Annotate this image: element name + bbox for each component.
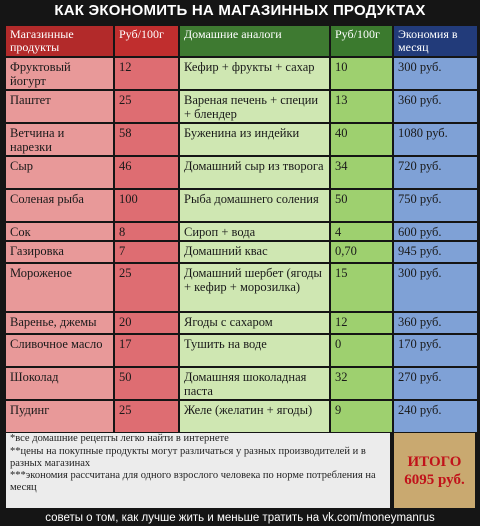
store-product-cell: Шоколад [6,368,113,399]
footnote-1: *все домашние рецепты легко найти в инте… [10,433,229,444]
savings-table: Магазинные продукты Руб/100г Домашние ан… [4,24,479,434]
store-price-cell: 8 [115,223,178,240]
home-analog-cell: Рыба домашнего соления [180,190,329,221]
page-title: КАК ЭКОНОМИТЬ НА МАГАЗИННЫХ ПРОДУКТАХ [54,2,426,19]
store-product-cell: Газировка [6,242,113,262]
home-price-cell: 10 [331,58,392,89]
store-price-cell: 50 [115,368,178,399]
home-analog-cell: Домашняя шоколадная паста [180,368,329,399]
total-box: ИТОГО 6095 руб. [394,433,475,508]
home-analog-cell: Домашний шербет (ягоды + кефир + морозил… [180,264,329,311]
table-row: Мороженое 25 Домашний шербет (ягоды + кефи… [6,264,477,311]
monthly-savings-cell: 300 руб. [394,58,477,89]
table-row: Сыр 46 Домашний сыр из творога 34 720 руб. [6,157,477,188]
home-analog-cell: Ягоды с сахаром [180,313,329,333]
table-row: Варенье, джемы 20 Ягоды с сахаром 12 360 руб… [6,313,477,333]
table-row: Сок 8 Сироп + вода 4 600 руб. [6,223,477,240]
monthly-savings-cell: 720 руб. [394,157,477,188]
home-price-cell: 34 [331,157,392,188]
store-price-cell: 46 [115,157,178,188]
footnote-3: ***экономия рассчитана для одного взросл… [10,470,376,494]
table-row: Паштет 25 Вареная печень + специи + бленде… [6,91,477,122]
table-row: Фруктовый йогурт 12 Кефир + фрукты + сахар… [6,58,477,89]
home-analog-cell: Домашний сыр из творога [180,157,329,188]
store-product-cell: Сок [6,223,113,240]
table-row: Газировка 7 Домашний квас 0,70 945 руб. [6,242,477,262]
store-price-cell: 25 [115,91,178,122]
monthly-savings-cell: 270 руб. [394,368,477,399]
home-analog-cell: Сироп + вода [180,223,329,240]
footnotes: *все домашние рецепты легко найти в инте… [6,433,390,508]
total-value: 6095 руб. [404,471,465,488]
store-price-cell: 58 [115,124,178,155]
table-row: Шоколад 50 Домашняя шоколадная паста 32 270 … [6,368,477,399]
home-analog-cell: Желе (желатин + ягоды) [180,401,329,432]
home-price-cell: 40 [331,124,392,155]
monthly-savings-cell: 1080 руб. [394,124,477,155]
store-price-cell: 25 [115,401,178,432]
store-price-cell: 7 [115,242,178,262]
home-analog-cell: Домашний квас [180,242,329,262]
store-price-cell: 25 [115,264,178,311]
total-label: ИТОГО [407,453,462,470]
store-price-cell: 20 [115,313,178,333]
home-analog-cell: Буженина из индейки [180,124,329,155]
home-price-cell: 0,70 [331,242,392,262]
table-row: Соленая рыба 100 Рыба домашнего соления 50 7… [6,190,477,221]
monthly-savings-cell: 300 руб. [394,264,477,311]
home-price-cell: 9 [331,401,392,432]
monthly-savings-cell: 750 руб. [394,190,477,221]
table-header-row: Магазинные продукты Руб/100г Домашние ан… [6,26,477,56]
store-product-cell: Фруктовый йогурт [6,58,113,89]
header-store-products: Магазинные продукты [6,26,113,56]
store-product-cell: Ветчина и нарезки [6,124,113,155]
footnote-2: **цены на покупные продукты могут различ… [10,445,366,469]
store-price-cell: 100 [115,190,178,221]
home-price-cell: 32 [331,368,392,399]
home-price-cell: 13 [331,91,392,122]
home-price-cell: 50 [331,190,392,221]
store-price-cell: 12 [115,58,178,89]
monthly-savings-cell: 360 руб. [394,313,477,333]
footer-link-text: советы о том, как лучше жить и меньше тр… [45,512,435,524]
store-product-cell: Паштет [6,91,113,122]
home-price-cell: 12 [331,313,392,333]
store-product-cell: Соленая рыба [6,190,113,221]
header-home-price: Руб/100г [331,26,392,56]
store-product-cell: Варенье, джемы [6,313,113,333]
header-home-analogs: Домашние аналоги [180,26,329,56]
store-product-cell: Пудинг [6,401,113,432]
home-price-cell: 0 [331,335,392,366]
table-row: Пудинг 25 Желе (желатин + ягоды) 9 240 руб. [6,401,477,432]
store-product-cell: Сыр [6,157,113,188]
home-price-cell: 4 [331,223,392,240]
monthly-savings-cell: 945 руб. [394,242,477,262]
table-row: Сливочное масло 17 Тушить на воде 0 170 руб. [6,335,477,366]
store-product-cell: Сливочное масло [6,335,113,366]
home-analog-cell: Тушить на воде [180,335,329,366]
monthly-savings-cell: 240 руб. [394,401,477,432]
header-monthly-savings: Экономия в месяц [394,26,477,56]
home-price-cell: 15 [331,264,392,311]
header-store-price: Руб/100г [115,26,178,56]
store-product-cell: Мороженое [6,264,113,311]
table-row: Ветчина и нарезки 58 Буженина из индейки 40… [6,124,477,155]
store-price-cell: 17 [115,335,178,366]
monthly-savings-cell: 170 руб. [394,335,477,366]
home-analog-cell: Вареная печень + специи + блендер [180,91,329,122]
monthly-savings-cell: 600 руб. [394,223,477,240]
monthly-savings-cell: 360 руб. [394,91,477,122]
home-analog-cell: Кефир + фрукты + сахар [180,58,329,89]
